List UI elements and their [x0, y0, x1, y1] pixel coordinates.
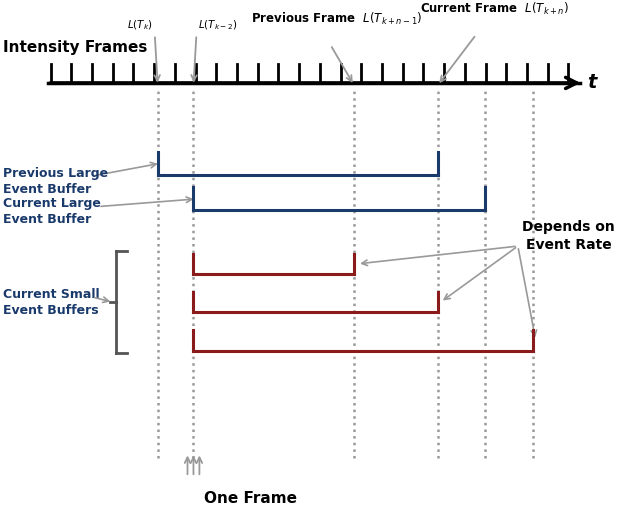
Text: Current Large
Event Buffer: Current Large Event Buffer	[3, 197, 101, 226]
Text: $L(T_k)$: $L(T_k)$	[127, 18, 153, 32]
Text: $L(T_{k-2})$: $L(T_{k-2})$	[198, 18, 237, 32]
Text: One Frame: One Frame	[203, 491, 296, 506]
Text: Intensity Frames: Intensity Frames	[3, 40, 148, 55]
Text: Current Frame  $L(T_{k+n})$: Current Frame $L(T_{k+n})$	[420, 1, 569, 17]
Text: Previous Frame  $L(T_{k+n-1})$: Previous Frame $L(T_{k+n-1})$	[250, 10, 422, 27]
Text: t: t	[588, 73, 597, 92]
Text: Depends on
Event Rate: Depends on Event Rate	[522, 220, 615, 252]
Text: Current Small
Event Buffers: Current Small Event Buffers	[3, 288, 100, 316]
Text: Previous Large
Event Buffer: Previous Large Event Buffer	[3, 167, 108, 195]
